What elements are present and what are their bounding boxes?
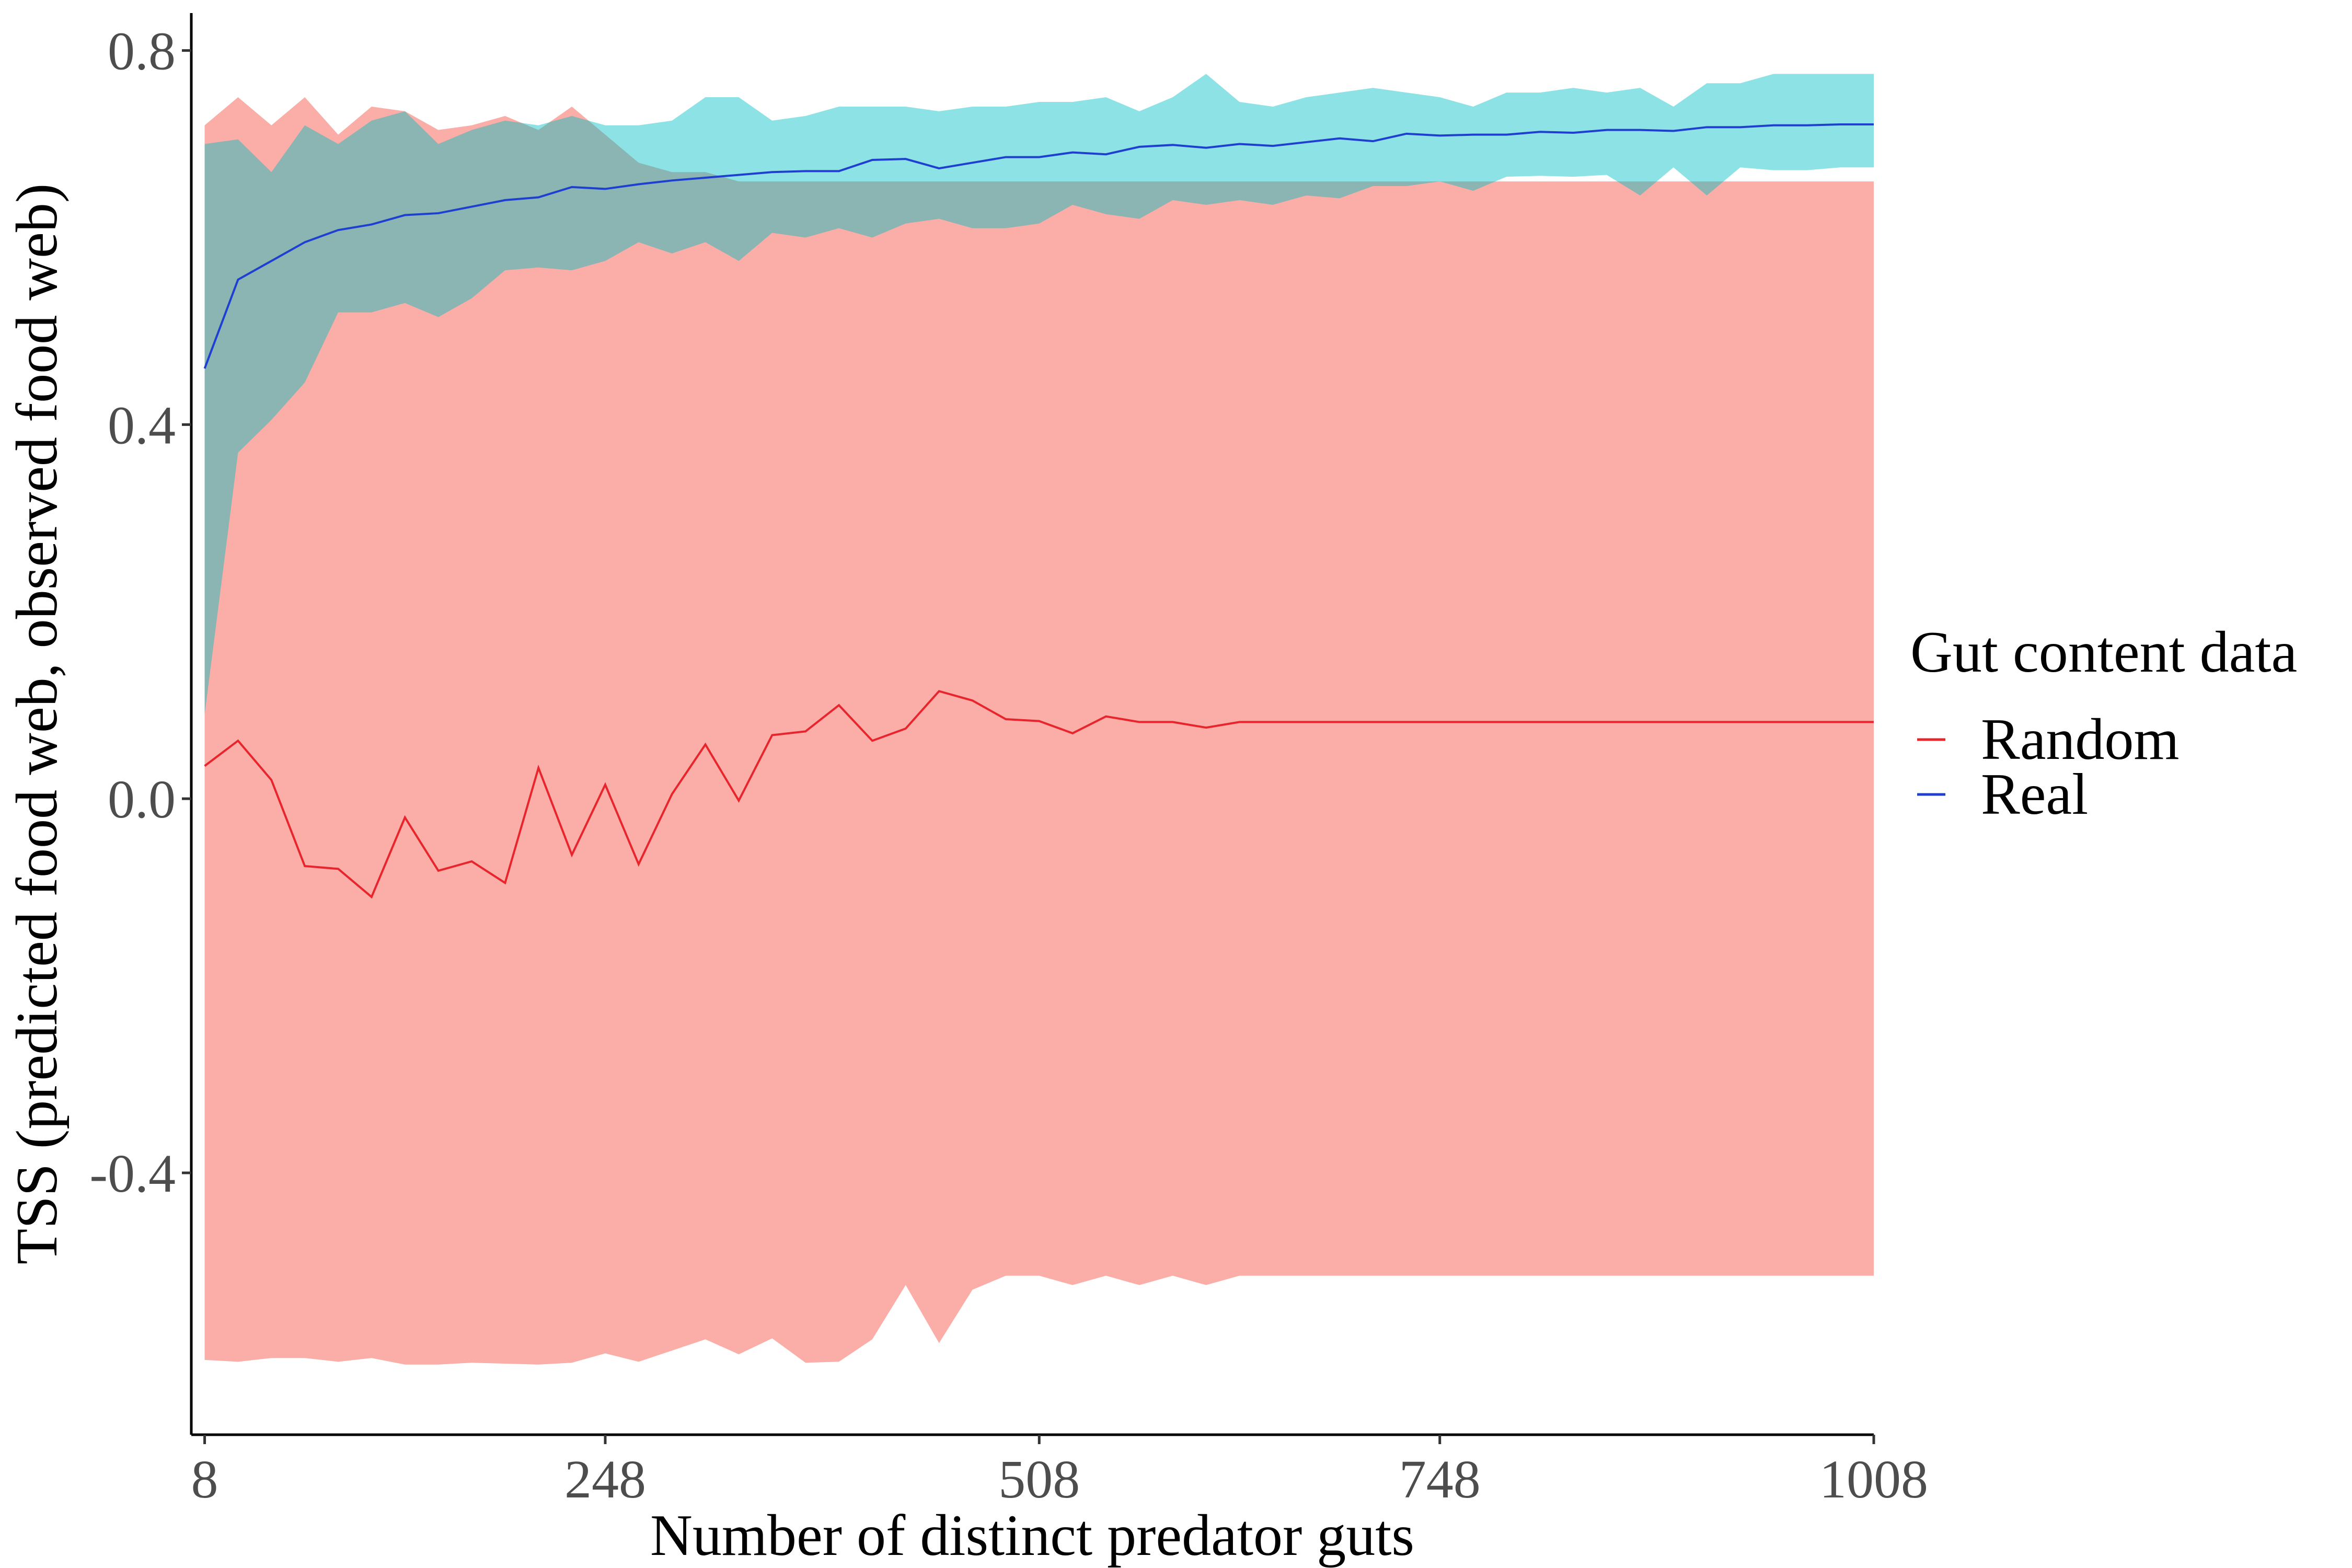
ribbon-random (204, 97, 1874, 1365)
legend-title: Gut content data (1910, 620, 2297, 685)
x-tick-label: 248 (564, 1449, 646, 1509)
x-tick-label: 508 (998, 1449, 1080, 1509)
series-line-real (203, 123, 1874, 369)
plot-area (203, 74, 1874, 1365)
y-tick-label: 0.4 (108, 395, 176, 455)
legend: Gut content data Random Real (1910, 620, 2297, 827)
y-tick-label: 0.0 (108, 769, 176, 829)
legend-label-random: Random (1981, 707, 2180, 772)
x-axis-ticks: 8 248 508 748 1008 (191, 1435, 1928, 1509)
x-axis-title: Number of distinct predator guts (650, 1503, 1414, 1568)
y-axis-ticks: -0.4 0.0 0.4 0.8 (89, 21, 191, 1204)
series-line-random (204, 690, 1874, 899)
y-axis-title: TSS (predicted food web, observed food w… (5, 183, 70, 1264)
y-tick-label: 0.8 (108, 21, 176, 82)
x-tick-label: 8 (191, 1449, 218, 1509)
x-tick-label: 1008 (1819, 1449, 1928, 1509)
ribbon-real (204, 74, 1874, 715)
x-tick-label: 748 (1399, 1449, 1481, 1509)
legend-label-real: Real (1981, 762, 2088, 827)
y-tick-label: -0.4 (89, 1144, 176, 1204)
